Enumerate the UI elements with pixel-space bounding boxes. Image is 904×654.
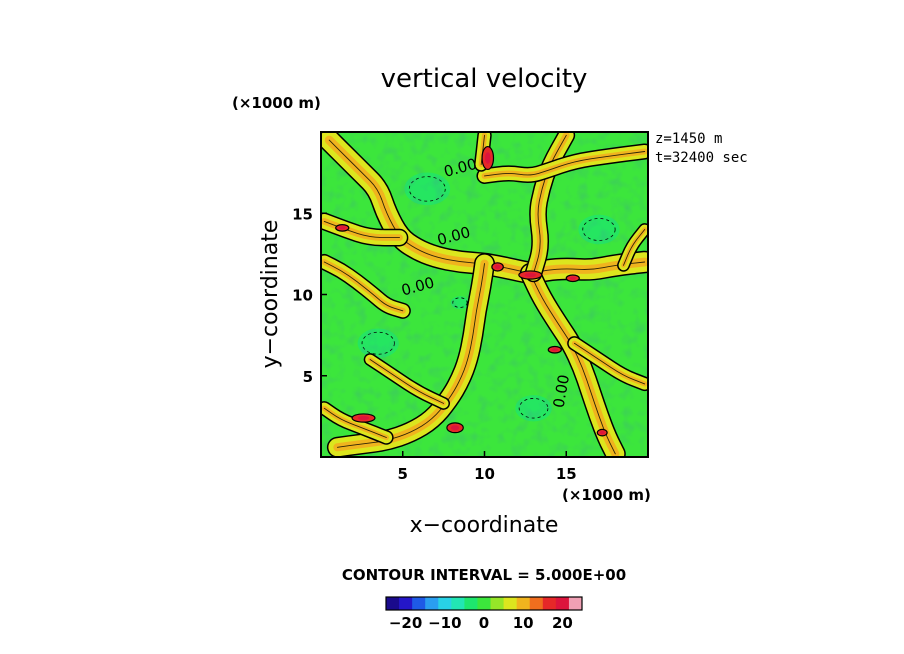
positive-contour: [484, 151, 646, 177]
x-tick-label: 15: [556, 465, 577, 483]
colorbar-swatch: [477, 597, 492, 610]
colorbar-tick-label: 10: [513, 614, 534, 632]
colorbar-tick-label: 20: [552, 614, 573, 632]
colorbar-swatch: [555, 597, 570, 610]
updraft-core-peak: [551, 348, 559, 352]
y-tick-label: 10: [292, 287, 313, 305]
positive-contour: [529, 272, 616, 455]
updraft-core-layer: [335, 145, 608, 437]
updraft-core-peak: [569, 276, 577, 280]
x-tick-label: 5: [398, 465, 408, 483]
positive-contour: [328, 139, 646, 273]
colorbar-tick-label: 0: [479, 614, 489, 632]
x-axis-unit: (×1000 m): [562, 486, 651, 504]
updraft-core-peak: [494, 264, 501, 269]
positive-contour: [336, 263, 485, 448]
x-axis-label: x−coordinate: [410, 513, 559, 538]
positive-contour: [369, 359, 445, 404]
updraft-core-peak: [524, 272, 537, 278]
contour-interval-text: CONTOUR INTERVAL = 5.000E+00: [342, 566, 626, 584]
colorbar-swatch: [568, 597, 583, 610]
colorbar-tick-label: −20: [389, 614, 422, 632]
x-axis-ticks: 5 10 15: [398, 451, 577, 483]
colorbar-tick-label: −10: [428, 614, 461, 632]
y-tick-label: 5: [303, 368, 313, 386]
colorbar-swatch: [503, 597, 518, 610]
positive-contour: [323, 261, 404, 312]
updraft-core-peak: [338, 226, 346, 230]
contour-label: 0.00: [550, 373, 574, 409]
colorbar-swatch: [451, 597, 465, 610]
updraft-core-peak: [357, 415, 370, 421]
info-line-time: t=32400 sec: [655, 150, 748, 166]
x-tick-label: 10: [474, 465, 495, 483]
colorbar-swatch: [516, 597, 531, 610]
plot-area: 0.000.000.000.00: [321, 132, 648, 457]
updraft-core-peak: [450, 425, 460, 431]
y-axis-unit: (×1000 m): [232, 94, 321, 112]
colorbar-frame: [385, 596, 583, 611]
colorbar-swatch: [399, 597, 413, 610]
colorbar-tick-labels: −20 −10 0 10 20: [389, 614, 573, 632]
positive-contour: [573, 342, 646, 385]
y-axis-label: y−coordinate: [258, 220, 283, 369]
y-axis-ticks: 5 10 15: [292, 205, 327, 386]
colorbar: [385, 596, 583, 611]
updraft-core-peak: [599, 430, 605, 435]
colorbar-swatch: [425, 597, 439, 610]
colorbar-swatch: [529, 597, 544, 610]
y-tick-label: 15: [292, 205, 313, 223]
colorbar-swatch: [438, 597, 452, 610]
chart-title: vertical velocity: [381, 64, 588, 94]
positive-contour: [323, 407, 387, 438]
positive-contour: [623, 229, 646, 266]
colorbar-swatch: [542, 597, 557, 610]
colorbar-swatch: [386, 597, 400, 610]
colorbar-swatch: [490, 597, 505, 610]
updraft-band-layer: [321, 132, 648, 457]
colorbar-swatch: [464, 597, 478, 610]
info-line-height: z=1450 m: [655, 131, 722, 147]
colorbar-swatch: [412, 597, 426, 610]
updraft-core-peak: [484, 152, 491, 164]
